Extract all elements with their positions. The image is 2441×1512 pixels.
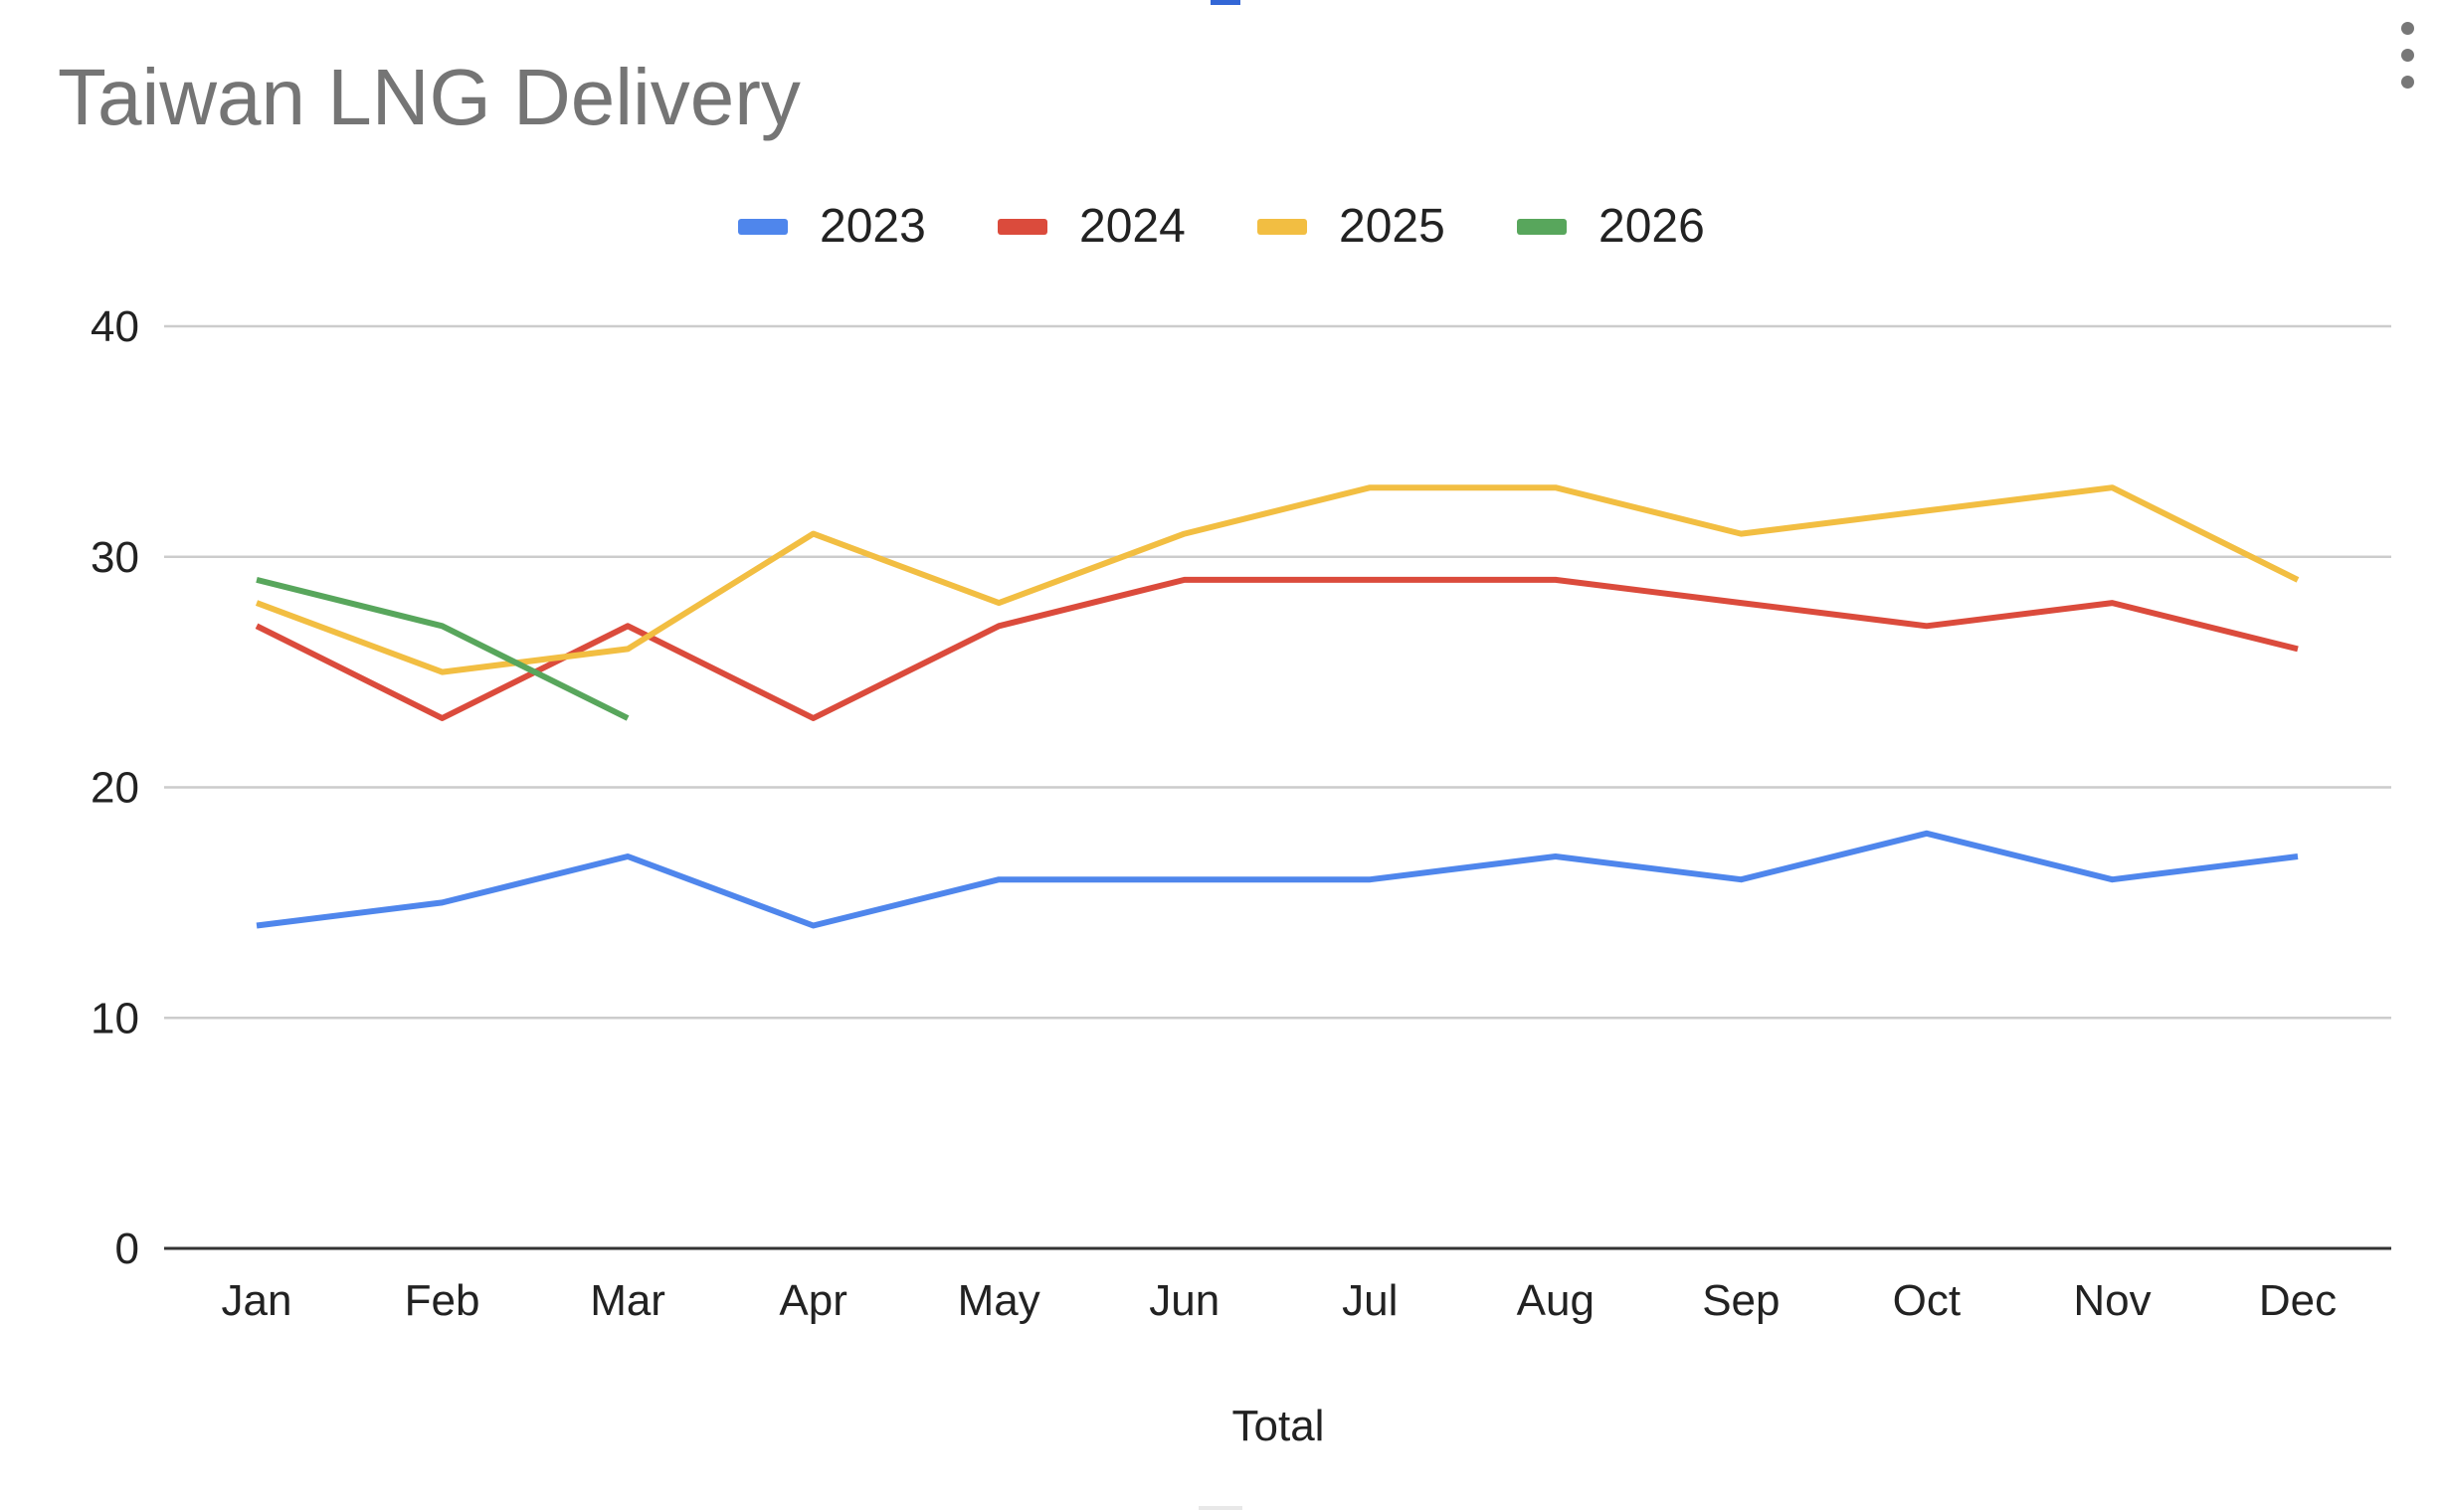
legend-label[interactable]: 2024 — [1079, 200, 1186, 253]
legend-label[interactable]: 2023 — [820, 200, 926, 253]
series-line-2026[interactable] — [256, 576, 630, 721]
legend-swatch — [1257, 219, 1307, 235]
legend-label[interactable]: 2025 — [1339, 200, 1445, 253]
x-tick-label: Sep — [1702, 1276, 1780, 1325]
x-axis-title: Total — [1232, 1402, 1325, 1450]
x-tick-label: Jan — [222, 1276, 292, 1325]
y-tick-label: 10 — [91, 994, 139, 1042]
x-tick-label: Nov — [2073, 1276, 2151, 1325]
series-line-2025[interactable] — [255, 484, 2300, 675]
legend-swatch — [1517, 219, 1567, 235]
y-tick-label: 20 — [91, 764, 139, 813]
series-line-2024[interactable] — [255, 576, 2299, 721]
x-tick-label: May — [958, 1276, 1040, 1325]
y-tick-label: 30 — [91, 533, 139, 582]
legend-swatch — [998, 219, 1047, 235]
resize-handle[interactable] — [1199, 1506, 1242, 1510]
more-options-icon[interactable] — [2387, 18, 2427, 94]
y-tick-label: 0 — [115, 1225, 139, 1273]
x-tick-label: Feb — [405, 1276, 480, 1325]
legend-label[interactable]: 2026 — [1598, 200, 1705, 253]
y-tick-label: 40 — [91, 302, 139, 351]
x-tick-label: Dec — [2259, 1276, 2337, 1325]
selection-handle[interactable] — [1211, 0, 1240, 5]
x-tick-label: Oct — [1893, 1276, 1961, 1325]
x-tick-label: Apr — [779, 1276, 846, 1325]
legend-swatch — [738, 219, 788, 235]
x-tick-label: Mar — [590, 1276, 665, 1325]
x-tick-label: Jun — [1149, 1276, 1220, 1325]
x-tick-label: Aug — [1517, 1276, 1595, 1325]
chart-title: Taiwan LNG Delivery — [58, 53, 801, 141]
series-line-2023[interactable] — [256, 830, 2299, 929]
x-tick-label: Jul — [1342, 1276, 1398, 1325]
